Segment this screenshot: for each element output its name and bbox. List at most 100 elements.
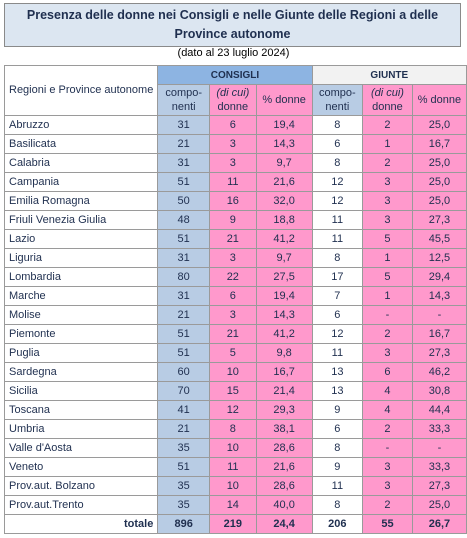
cell: 10 bbox=[209, 476, 257, 496]
cell: 31 bbox=[157, 153, 211, 173]
cell: 9 bbox=[311, 400, 364, 420]
cell: 10 bbox=[209, 362, 257, 382]
cell: 30,8 bbox=[411, 381, 467, 401]
data-row: Umbria 21 8 38,1 6 2 33,3 bbox=[3, 419, 467, 439]
cell: 5 bbox=[362, 229, 413, 249]
cell: 3 bbox=[209, 134, 257, 154]
region-name: Basilicata bbox=[3, 134, 159, 154]
region-name: Abruzzo bbox=[3, 115, 159, 135]
cell: 2 bbox=[362, 153, 413, 173]
cell: 41,2 bbox=[255, 229, 313, 249]
cell: 44,4 bbox=[411, 400, 467, 420]
cell: 35 bbox=[157, 476, 211, 496]
cell: 14,3 bbox=[255, 305, 313, 325]
cell: 1 bbox=[362, 286, 413, 306]
table: Regioni e Province autonome CONSIGLI GIUNT… bbox=[3, 65, 467, 534]
data-row: Piemonte 51 21 41,2 12 2 16,7 bbox=[3, 324, 467, 344]
cell: 2 bbox=[362, 115, 413, 135]
cell: 25,0 bbox=[411, 495, 467, 515]
cell: 6 bbox=[209, 286, 257, 306]
region-header: Regioni e Province autonome bbox=[3, 65, 159, 116]
cell: 219 bbox=[209, 514, 257, 534]
data-row: Marche 31 6 19,4 7 1 14,3 bbox=[3, 286, 467, 306]
cell: 51 bbox=[157, 229, 211, 249]
cell: 21 bbox=[157, 134, 211, 154]
cell: 12 bbox=[311, 191, 364, 211]
cell: 11 bbox=[311, 229, 364, 249]
data-row: Liguria 31 3 9,7 8 1 12,5 bbox=[3, 248, 467, 268]
cell: 11 bbox=[311, 210, 364, 230]
header-line: donne bbox=[217, 101, 249, 113]
cell: 19,4 bbox=[255, 286, 313, 306]
cell: 8 bbox=[311, 115, 364, 135]
region-name: Prov.aut. Bolzano bbox=[3, 476, 159, 496]
cell: 40,0 bbox=[255, 495, 313, 515]
cell: 41 bbox=[157, 400, 211, 420]
cell: 16,7 bbox=[411, 324, 467, 344]
header-line: compo- bbox=[319, 87, 356, 99]
region-name: Piemonte bbox=[3, 324, 159, 344]
region-name: Calabria bbox=[3, 153, 159, 173]
region-name: Prov.aut.Trento bbox=[3, 495, 159, 515]
cell: 21,6 bbox=[255, 457, 313, 477]
cell: 16,7 bbox=[255, 362, 313, 382]
data-row: Sicilia 70 15 21,4 13 4 30,8 bbox=[3, 381, 467, 401]
cell: 13 bbox=[311, 381, 364, 401]
data-row: Veneto 51 11 21,6 9 3 33,3 bbox=[3, 457, 467, 477]
cell: 3 bbox=[362, 457, 413, 477]
region-name: Molise bbox=[3, 305, 159, 325]
cell: 29,4 bbox=[411, 267, 467, 287]
cell: 28,6 bbox=[255, 438, 313, 458]
region-name: Friuli Venezia Giulia bbox=[3, 210, 159, 230]
data-row: Abruzzo 31 6 19,4 8 2 25,0 bbox=[3, 115, 467, 135]
header-line: % donne bbox=[417, 94, 462, 106]
cell: 3 bbox=[362, 210, 413, 230]
group-header: GIUNTE bbox=[311, 65, 467, 85]
header-row: Regioni e Province autonome CONSIGLI GIUNT… bbox=[3, 65, 467, 116]
region-name: Campania bbox=[3, 172, 159, 192]
cell: 80 bbox=[157, 267, 211, 287]
region-name: Marche bbox=[3, 286, 159, 306]
cell: 25,0 bbox=[411, 153, 467, 173]
header-line: % donne bbox=[262, 94, 306, 106]
cell: 3 bbox=[209, 153, 257, 173]
cell: 60 bbox=[157, 362, 211, 382]
data-row: Lazio 51 21 41,2 11 5 45,5 bbox=[3, 229, 467, 249]
cell: 25,0 bbox=[411, 191, 467, 211]
region-name: Liguria bbox=[3, 248, 159, 268]
region-name: Lombardia bbox=[3, 267, 159, 287]
cell: 4 bbox=[362, 400, 413, 420]
cell: 35 bbox=[157, 438, 211, 458]
cell: 27,3 bbox=[411, 476, 467, 496]
cell: 31 bbox=[157, 115, 211, 135]
cell: 8 bbox=[209, 419, 257, 439]
cell: 7 bbox=[311, 286, 364, 306]
cell: 9 bbox=[209, 210, 257, 230]
cell: 17 bbox=[311, 267, 364, 287]
cell: 27,3 bbox=[411, 210, 467, 230]
cell: 51 bbox=[157, 172, 211, 192]
cell: 8 bbox=[311, 153, 364, 173]
cell: 2 bbox=[362, 419, 413, 439]
cell: 11 bbox=[209, 172, 257, 192]
data-row: Sardegna 60 10 16,7 13 6 46,2 bbox=[3, 362, 467, 382]
cell: 31 bbox=[157, 248, 211, 268]
cell: 3 bbox=[209, 248, 257, 268]
subtitle: (dato al 23 luglio 2024) bbox=[177, 47, 290, 59]
data-row: Emilia Romagna 50 16 32,0 12 3 25,0 bbox=[3, 191, 467, 211]
cell: 25,0 bbox=[411, 115, 467, 135]
cell: 51 bbox=[157, 324, 211, 344]
cell: 9 bbox=[311, 457, 364, 477]
cell: 41,2 bbox=[255, 324, 313, 344]
region-name: Umbria bbox=[3, 419, 159, 439]
region-name: Lazio bbox=[3, 229, 159, 249]
cell: 8 bbox=[311, 248, 364, 268]
header-line: (di cui) bbox=[370, 87, 404, 99]
cell: 9,7 bbox=[255, 153, 313, 173]
cell: 1 bbox=[362, 248, 413, 268]
cell: 6 bbox=[311, 419, 364, 439]
cell: 48 bbox=[157, 210, 211, 230]
cell: 19,4 bbox=[255, 115, 313, 135]
cell: 14 bbox=[209, 495, 257, 515]
cell: 31 bbox=[157, 286, 211, 306]
